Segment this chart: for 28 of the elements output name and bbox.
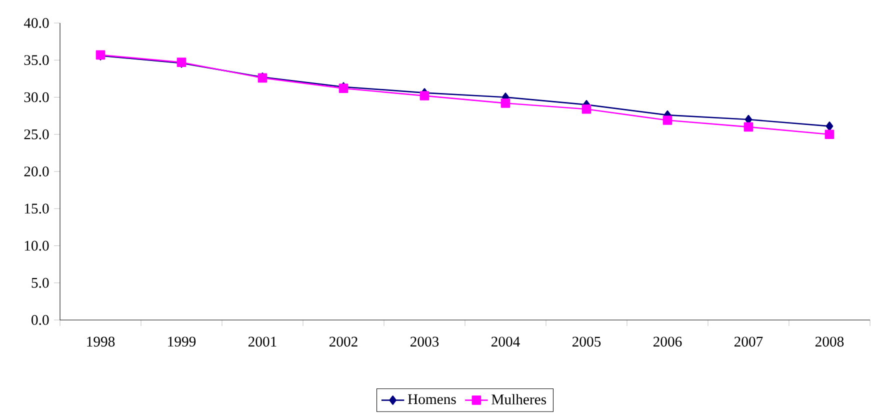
y-tick-label: 15.0 xyxy=(24,204,49,214)
y-tick-label: 40.0 xyxy=(24,18,49,28)
x-tick-label: 2002 xyxy=(329,336,358,347)
point xyxy=(744,122,754,132)
point xyxy=(824,130,834,140)
y-tick-label: 10.0 xyxy=(24,240,49,251)
y-tick-label: 35.0 xyxy=(24,55,49,66)
x-tick-label: 1999 xyxy=(168,336,196,347)
x-tick-label: 2001 xyxy=(248,336,276,347)
x-tick-label: 2007 xyxy=(734,336,763,347)
point xyxy=(500,98,510,108)
y-tick-label: 20.0 xyxy=(24,166,49,176)
y-tick-label: 5.0 xyxy=(32,278,49,288)
point xyxy=(582,104,592,114)
point xyxy=(662,116,672,125)
y-tick-label: 30.0 xyxy=(24,92,49,102)
x-tick-label: 1998 xyxy=(87,336,115,347)
x-tick-label: 2005 xyxy=(572,336,601,347)
legend-label: Homens xyxy=(408,394,456,404)
x-tick-label: 2008 xyxy=(815,336,844,347)
x-tick-label: 2004 xyxy=(491,336,520,347)
point xyxy=(420,91,430,100)
x-tick-label: 2006 xyxy=(653,336,682,347)
x-tick-label: 2003 xyxy=(410,336,439,347)
point xyxy=(826,122,834,131)
legend-label: Mulheres xyxy=(492,394,546,404)
y-tick-label: 25.0 xyxy=(24,129,49,140)
y-tick-label: 0.0 xyxy=(32,315,49,325)
